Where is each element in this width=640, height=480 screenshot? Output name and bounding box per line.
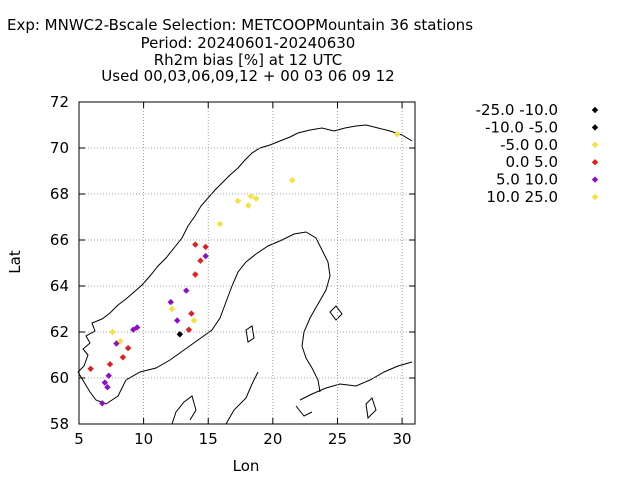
station-point: [113, 340, 120, 347]
station-point: [185, 326, 193, 333]
station-point: [104, 384, 111, 391]
station-point: [393, 131, 401, 138]
x-tick-label: 20: [263, 430, 282, 448]
y-tick-label: 66: [50, 231, 69, 249]
station-point: [119, 354, 127, 361]
station-point: [133, 324, 141, 331]
legend-marker: [591, 159, 599, 166]
title-line-1: Exp: MNWC2-Bscale Selection: METCOOPMoun…: [7, 16, 473, 34]
legend-marker: [591, 106, 599, 114]
title-line-3: Rh2m bias [%] at 12 UTC: [154, 51, 342, 69]
station-point: [247, 193, 255, 200]
scandinavia-map: [77, 124, 413, 425]
chart-title: Exp: MNWC2-Bscale Selection: METCOOPMoun…: [7, 16, 473, 85]
station-point: [174, 317, 181, 324]
station-point: [105, 372, 112, 379]
station-point: [183, 287, 190, 294]
legend-label: 10.0 25.0: [486, 188, 558, 206]
station-point: [190, 317, 198, 324]
legend-label: 5.0 10.0: [496, 171, 558, 189]
station-point: [99, 400, 106, 407]
station-point: [289, 177, 296, 184]
legend-marker: [591, 193, 599, 201]
y-tick-label: 72: [50, 93, 69, 111]
x-tick-label: 15: [199, 430, 218, 448]
station-point: [106, 361, 114, 368]
title-line-4: Used 00,03,06,09,12 + 00 03 06 09 12: [101, 67, 394, 85]
x-axis-label: Lon: [233, 457, 260, 475]
legend-label: -5.0 0.0: [500, 136, 558, 154]
x-axis-ticks: 5 10 15 20 25 30: [74, 102, 412, 448]
station-point: [87, 365, 94, 372]
y-tick-label: 62: [50, 323, 69, 341]
chart-legend: -25.0 -10.0-10.0 -5.0-5.0 0.00.0 5.05.0 …: [476, 101, 599, 206]
station-point: [124, 344, 132, 352]
station-point: [167, 298, 174, 306]
y-axis-ticks: 58 60 62 64 66 68 70 72: [50, 93, 415, 433]
legend-marker: [591, 124, 599, 131]
chart-grid: [78, 101, 415, 425]
station-point: [216, 220, 224, 228]
station-point: [117, 338, 124, 345]
station-point: [192, 241, 199, 248]
legend-marker: [591, 141, 599, 148]
station-points: [87, 131, 401, 407]
station-point: [202, 243, 209, 251]
y-tick-label: 60: [50, 369, 69, 387]
x-tick-label: 30: [393, 430, 412, 448]
y-tick-label: 58: [50, 415, 69, 433]
x-tick-label: 25: [328, 430, 347, 448]
station-point: [234, 197, 242, 205]
x-tick-label: 10: [134, 430, 153, 448]
title-line-2: Period: 20240601-20240630: [141, 34, 356, 52]
y-tick-label: 68: [50, 185, 69, 203]
y-tick-label: 70: [50, 139, 69, 157]
x-tick-label: 5: [74, 430, 84, 448]
station-point: [197, 257, 204, 264]
station-point: [101, 379, 109, 386]
station-point: [109, 328, 116, 336]
station-point: [245, 202, 252, 209]
legend-label: -10.0 -5.0: [485, 118, 558, 136]
station-point: [192, 271, 199, 278]
station-point: [168, 305, 176, 313]
legend-marker: [591, 176, 599, 183]
station-point: [202, 252, 209, 260]
y-tick-label: 64: [50, 277, 69, 295]
legend-label: -25.0 -10.0: [476, 101, 558, 119]
station-point: [252, 195, 260, 202]
station-point: [188, 310, 195, 317]
y-axis-label: Lat: [6, 250, 24, 274]
station-point: [176, 331, 183, 338]
plot-area-frame: [78, 101, 416, 425]
legend-label: 0.0 5.0: [506, 153, 558, 171]
